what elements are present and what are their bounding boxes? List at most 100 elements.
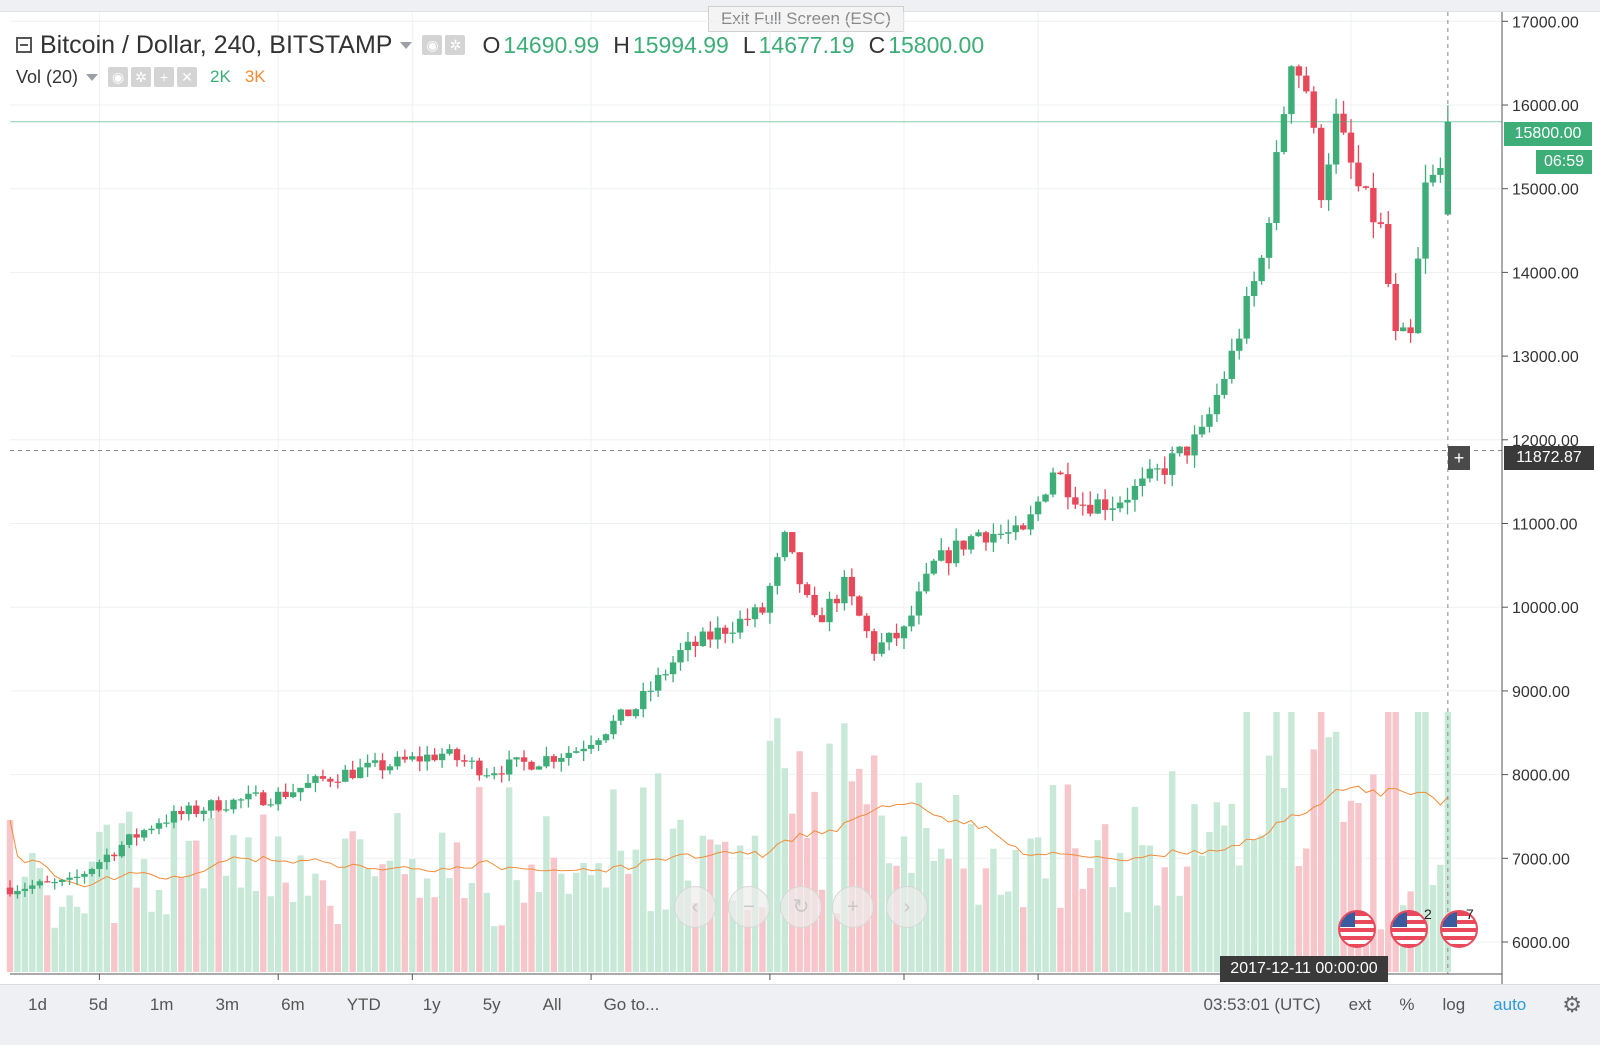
- candle-body: [617, 709, 625, 721]
- log-scale-toggle[interactable]: log: [1442, 995, 1466, 1014]
- price-tick-label: 8000.00: [1512, 768, 1570, 785]
- candle-body: [1355, 162, 1362, 187]
- symbol-title[interactable]: Bitcoin / Dollar, 240, BITSTAMP: [40, 30, 393, 59]
- candle-body: [595, 740, 602, 745]
- close-icon[interactable]: ✕: [177, 67, 198, 87]
- candle-body: [1020, 525, 1027, 530]
- volume-bar: [528, 864, 535, 972]
- settings-icon[interactable]: ✲: [445, 35, 466, 55]
- symbol-dropdown-icon[interactable]: [400, 41, 413, 49]
- price-tick-label: 12000.00: [1512, 433, 1579, 450]
- candle-body: [1213, 394, 1221, 415]
- volume-title[interactable]: Vol (20): [16, 66, 79, 87]
- range-3m-button[interactable]: 3m: [215, 995, 240, 1014]
- volume-bar: [543, 816, 550, 972]
- settings-icon[interactable]: ✲: [131, 67, 152, 87]
- price-chart[interactable]: 6000.00 7000.00 8000.00 9000.00 10000.00 1100…: [0, 0, 1600, 984]
- volume-bar: [289, 901, 297, 972]
- time-axis: 16 20 23 27 Dec 4 7 14: [91, 974, 1360, 984]
- volume-bar: [766, 740, 774, 972]
- crosshair-add-icon[interactable]: +: [1448, 446, 1470, 470]
- candle-body: [602, 734, 610, 741]
- auto-scale-toggle[interactable]: auto: [1493, 995, 1527, 1014]
- price-tick-label: 7000.00: [1512, 851, 1570, 868]
- high-label: H: [613, 31, 630, 58]
- volume-bar: [1027, 838, 1034, 972]
- zoom-in-button[interactable]: +: [832, 886, 874, 928]
- candle-body: [1027, 514, 1034, 530]
- range-1d-button[interactable]: 1d: [28, 995, 47, 1014]
- eye-icon[interactable]: ◉: [108, 67, 129, 87]
- volume-bar: [207, 818, 215, 972]
- candle-body: [550, 756, 558, 762]
- zoom-out-button[interactable]: −: [728, 886, 770, 928]
- candle-body: [260, 792, 267, 806]
- gear-icon[interactable]: ⚙: [1562, 992, 1582, 1017]
- volume-bar: [1020, 907, 1027, 972]
- volume-bar: [871, 755, 878, 972]
- crosshair-date-badge: 2017-12-11 00:00:00: [1220, 956, 1388, 982]
- collapse-legend-icon[interactable]: [16, 37, 32, 53]
- volume-bar: [647, 911, 654, 972]
- candle-body: [193, 805, 200, 814]
- candle-body: [446, 749, 453, 754]
- candle-body: [461, 760, 468, 762]
- range-ytd-button[interactable]: YTD: [346, 995, 381, 1014]
- volume-bar: [654, 773, 662, 972]
- candle-body: [729, 632, 736, 634]
- candle-body: [699, 631, 707, 647]
- volume-bar: [625, 873, 632, 972]
- candle-body: [1221, 378, 1228, 395]
- candle-body: [304, 782, 312, 788]
- close-label: C: [868, 31, 886, 58]
- volume-bar: [1064, 784, 1072, 972]
- range-5y-button[interactable]: 5y: [482, 995, 501, 1014]
- candle-body: [938, 550, 945, 561]
- candle-body: [140, 830, 148, 838]
- open-value: 14690.99: [503, 31, 600, 58]
- candle-body: [1258, 257, 1265, 282]
- scroll-right-button[interactable]: ›: [886, 886, 928, 928]
- eye-icon[interactable]: ◉: [422, 35, 443, 55]
- range-all-button[interactable]: All: [542, 995, 562, 1014]
- candle-body: [252, 792, 260, 794]
- volume-bar: [714, 844, 721, 972]
- scroll-left-button[interactable]: ‹: [674, 886, 716, 928]
- range-5d-button[interactable]: 5d: [88, 995, 108, 1014]
- volume-bar: [573, 872, 580, 972]
- volume-bar: [982, 868, 990, 972]
- reset-chart-button[interactable]: ↻: [780, 886, 822, 928]
- candle-body: [1064, 474, 1072, 498]
- exit-fullscreen-button[interactable]: Exit Full Screen (ESC): [708, 6, 904, 32]
- goto-date-button[interactable]: Go to...: [603, 995, 660, 1014]
- volume-bar: [1250, 840, 1258, 972]
- volume-bar: [1236, 865, 1243, 972]
- utc-clock[interactable]: 03:53:01 (UTC): [1203, 995, 1321, 1014]
- extended-hours-toggle[interactable]: ext: [1348, 995, 1372, 1014]
- candle-body: [945, 550, 952, 564]
- candle-body: [1288, 66, 1295, 115]
- candle-body: [975, 532, 982, 537]
- candle-body: [476, 760, 483, 776]
- volume-bar: [1169, 771, 1176, 972]
- volume-dropdown-icon[interactable]: [86, 73, 99, 81]
- candle-body: [394, 756, 401, 767]
- us-flag-event-icon[interactable]: [1338, 910, 1376, 948]
- candle-body: [73, 876, 81, 878]
- range-1m-button[interactable]: 1m: [149, 995, 174, 1014]
- volume-bar: [1392, 712, 1399, 972]
- percent-scale-toggle[interactable]: %: [1399, 995, 1415, 1014]
- candle-body: [1265, 223, 1273, 258]
- candle-body: [610, 720, 617, 735]
- candle-body: [103, 854, 111, 863]
- volume-bar: [1228, 803, 1235, 972]
- range-6m-button[interactable]: 6m: [281, 995, 305, 1014]
- candle-body: [573, 751, 580, 753]
- us-flag-event-icon[interactable]: [1390, 910, 1428, 948]
- add-icon[interactable]: +: [154, 67, 175, 87]
- volume-bar: [610, 789, 617, 972]
- candle-body: [1101, 499, 1109, 510]
- candle-body: [163, 822, 170, 824]
- us-flag-event-icon[interactable]: [1440, 910, 1478, 948]
- range-1y-button[interactable]: 1y: [422, 995, 441, 1014]
